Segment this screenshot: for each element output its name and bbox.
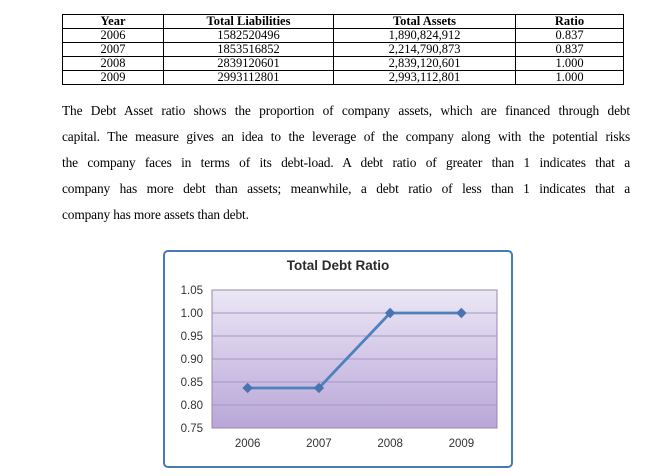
x-axis-tick-label: 2006 <box>235 438 261 450</box>
x-axis-tick-label: 2008 <box>377 438 403 450</box>
y-axis-tick-label: 1.05 <box>181 285 203 297</box>
x-axis-tick-label: 2009 <box>449 438 475 450</box>
chart-container: Total Debt Ratio 0.75 0.80 0.85 0.90 0.95 1.0… <box>163 250 513 468</box>
table-header-row: Year Total Liabilities Total Assets Ratio <box>62 14 624 29</box>
table-header-cell: Year <box>62 14 164 29</box>
table-cell: 1.000 <box>515 70 624 85</box>
y-axis-tick-label: 0.75 <box>181 423 203 435</box>
chart-title: Total Debt Ratio <box>286 258 390 273</box>
paragraph-line: capital. The measure gives an idea to th… <box>62 129 630 144</box>
data-point-marker <box>456 307 467 319</box>
table-cell: 2007 <box>62 42 164 57</box>
table-row: 2008 2839120601 2,839,120,601 1.000 <box>62 56 624 71</box>
table-cell: 2006 <box>62 28 164 43</box>
table-cell: 2,214,790,873 <box>333 42 516 57</box>
y-axis-tick-label: 1.00 <box>181 308 203 320</box>
data-point-marker <box>384 307 396 319</box>
y-axis-tick-label: 0.95 <box>181 331 203 343</box>
table-cell: 2008 <box>62 56 164 71</box>
table-cell: 0.837 <box>515 28 624 43</box>
series-line <box>246 311 463 390</box>
table-cell: 0.837 <box>515 42 624 57</box>
table-cell: 1853516852 <box>163 42 334 57</box>
table-cell: 2009 <box>62 70 164 85</box>
debt-ratio-chart: 0.75 0.80 0.85 0.90 0.95 1.00 1.05 2006 2007 2008… <box>181 285 498 450</box>
table-header-cell: Ratio <box>515 14 624 29</box>
table-cell: 2,839,120,601 <box>333 56 516 71</box>
y-axis-tick-label: 0.90 <box>181 354 203 366</box>
table-cell: 1.000 <box>515 56 624 71</box>
debt-ratio-table: Year Total Liabilities Total Assets Ratio 2… <box>62 14 624 85</box>
y-axis-tick-label: 0.85 <box>181 377 203 389</box>
body-paragraph: The Debt Asset ratio shows the proportio… <box>62 98 630 228</box>
table-row: 2009 2993112801 2,993,112,801 1.000 <box>62 70 624 85</box>
paragraph-line: The Debt Asset ratio shows the proportio… <box>62 103 630 118</box>
table-cell: 2839120601 <box>163 56 334 71</box>
table-cell: 1582520496 <box>163 28 334 43</box>
y-axis-tick-label: 0.80 <box>181 400 203 412</box>
data-point-marker <box>242 382 253 394</box>
table-header-cell: Total Assets <box>333 14 516 29</box>
table-row: 2006 1582520496 1,890,824,912 0.837 <box>62 28 624 43</box>
data-point-marker <box>313 382 325 394</box>
table-body: 2006 1582520496 1,890,824,912 0.837 2007 1853… <box>62 28 624 85</box>
table-cell: 2,993,112,801 <box>333 70 516 85</box>
paragraph-line: the company faces in terms of its debt-l… <box>62 155 630 170</box>
table-cell: 2993112801 <box>163 70 334 85</box>
table-header-cell: Total Liabilities <box>163 14 334 29</box>
paragraph-line: company has more assets than debt. <box>62 207 249 222</box>
x-axis-tick-label: 2007 <box>306 438 332 450</box>
table-row: 2007 1853516852 2,214,790,873 0.837 <box>62 42 624 57</box>
table-cell: 1,890,824,912 <box>333 28 516 43</box>
paragraph-line: company has more debt than assets; meanw… <box>62 181 630 196</box>
